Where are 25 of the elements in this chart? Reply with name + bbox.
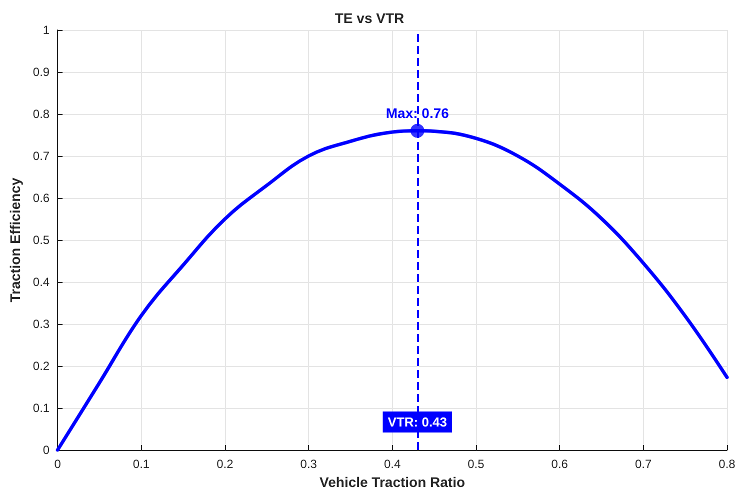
- x-tick-label: 0.4: [384, 457, 401, 471]
- y-tick-label: 0.1: [32, 401, 50, 415]
- x-tick-label: 0.6: [551, 457, 568, 471]
- y-tick-label: 0.7: [32, 149, 50, 163]
- y-tick-label: 0.8: [32, 107, 50, 121]
- x-tick-label: 0.7: [634, 457, 652, 471]
- annotation: Max: 0.76: [386, 104, 450, 121]
- y-tick-label: 0.5: [32, 233, 50, 247]
- x-tick-label: 0: [54, 457, 62, 471]
- ref-line-label: VTR: 0.43: [388, 414, 448, 430]
- x-tick-label: 0.3: [300, 457, 318, 471]
- y-tick-label: 0.2: [32, 359, 50, 373]
- chart-title: TE vs VTR: [334, 10, 404, 26]
- y-tick-label: 0.6: [32, 191, 50, 205]
- y-axis-title: Traction Efficiency: [7, 178, 23, 302]
- y-tick-label: 1: [42, 23, 50, 37]
- y-tick-label: 0.4: [32, 275, 50, 289]
- x-tick-label: 0.1: [132, 457, 150, 471]
- x-tick-label: 0.5: [468, 457, 485, 471]
- y-tick-label: 0.3: [32, 317, 50, 331]
- x-tick-label: 0.8: [718, 457, 736, 471]
- y-tick-label: 0: [42, 443, 50, 457]
- x-tick-label: 0.2: [216, 457, 234, 471]
- y-tick-label: 0.9: [32, 65, 50, 79]
- x-axis-title: Vehicle Traction Ratio: [320, 474, 466, 490]
